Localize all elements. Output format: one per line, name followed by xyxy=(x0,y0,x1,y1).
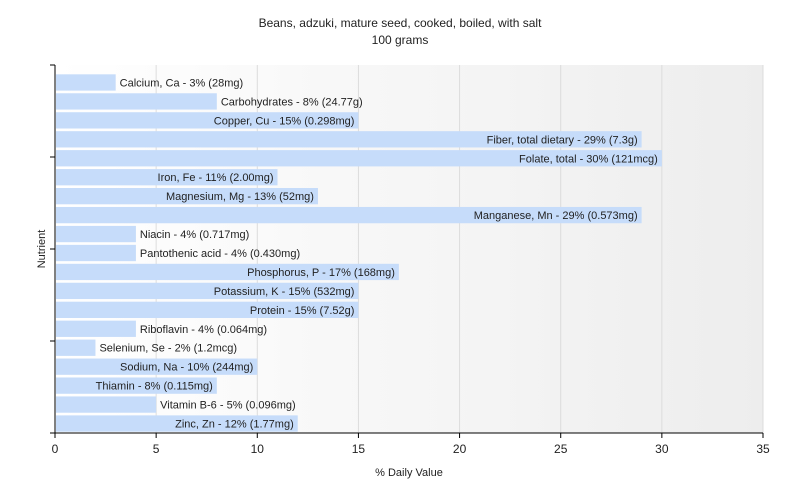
bar-data-label: Carbohydrates - 8% (24.77g) xyxy=(221,96,363,108)
bar xyxy=(56,301,359,318)
bar-data-label: Protein - 15% (7.52g) xyxy=(250,305,355,317)
x-tick-label: 20 xyxy=(453,442,467,456)
y-axis-label: Nutrient xyxy=(36,230,48,269)
bar-data-label: Niacin - 4% (0.717mg) xyxy=(140,229,249,241)
bar-data-label: Sodium, Na - 10% (244mg) xyxy=(120,362,253,374)
x-tick-label: 15 xyxy=(352,442,366,456)
bar xyxy=(56,396,157,413)
bar-data-label: Pantothenic acid - 4% (0.430mg) xyxy=(140,248,300,260)
bar-data-label: Calcium, Ca - 3% (28mg) xyxy=(120,77,243,89)
bar-data-label: Selenium, Se - 2% (1.2mcg) xyxy=(99,343,237,355)
axes xyxy=(50,64,764,438)
bar xyxy=(56,188,318,205)
bar xyxy=(56,339,96,356)
bar xyxy=(56,112,359,129)
bar-data-label: Iron, Fe - 11% (2.00mg) xyxy=(158,172,274,184)
bar xyxy=(56,93,217,110)
x-tick-label: 5 xyxy=(153,442,160,456)
bar-data-label: Copper, Cu - 15% (0.298mg) xyxy=(214,115,355,127)
bar-data-label: Zinc, Zn - 12% (1.77mg) xyxy=(175,419,294,431)
x-tick-label: 10 xyxy=(251,442,265,456)
bar-data-label: Riboflavin - 4% (0.064mg) xyxy=(140,324,267,336)
bar-data-label: Manganese, Mn - 29% (0.573mg) xyxy=(474,210,638,222)
bar-data-label: Magnesium, Mg - 13% (52mg) xyxy=(166,191,314,203)
bar xyxy=(56,320,136,337)
bar-data-label: Potassium, K - 15% (532mg) xyxy=(214,286,355,298)
bar xyxy=(56,415,298,432)
bar xyxy=(56,169,278,186)
bar-data-label: Phosphorus, P - 17% (168mg) xyxy=(247,267,395,279)
bar xyxy=(56,282,359,300)
bar xyxy=(56,150,662,167)
bar xyxy=(56,263,399,281)
chart-title: Beans, adzuki, mature seed, cooked, boil… xyxy=(259,16,542,30)
bar-data-label: Folate, total - 30% (121mcg) xyxy=(519,153,658,165)
bar xyxy=(56,244,136,262)
bar xyxy=(56,206,642,224)
bars xyxy=(56,74,662,432)
bar-data-label: Vitamin B-6 - 5% (0.096mg) xyxy=(160,400,296,412)
bar xyxy=(56,131,642,148)
bar xyxy=(56,74,116,91)
bar-labels: Calcium, Ca - 3% (28mg) Carbohydrates - 8… xyxy=(96,77,658,430)
x-tick-label: 35 xyxy=(756,442,770,456)
x-tick-label: 0 xyxy=(52,442,59,456)
bar-data-label: Fiber, total dietary - 29% (7.3g) xyxy=(487,134,638,146)
x-tick-label: 30 xyxy=(655,442,669,456)
bar xyxy=(56,225,136,243)
chart-subtitle: 100 grams xyxy=(372,33,429,47)
x-tick-labels: 0 5 10 15 20 25 30 35 xyxy=(52,442,770,456)
x-axis-label: % Daily Value xyxy=(375,467,443,479)
bar xyxy=(56,377,217,394)
bar xyxy=(56,358,258,375)
x-tick-label: 25 xyxy=(554,442,568,456)
bar-data-label: Thiamin - 8% (0.115mg) xyxy=(96,381,213,393)
